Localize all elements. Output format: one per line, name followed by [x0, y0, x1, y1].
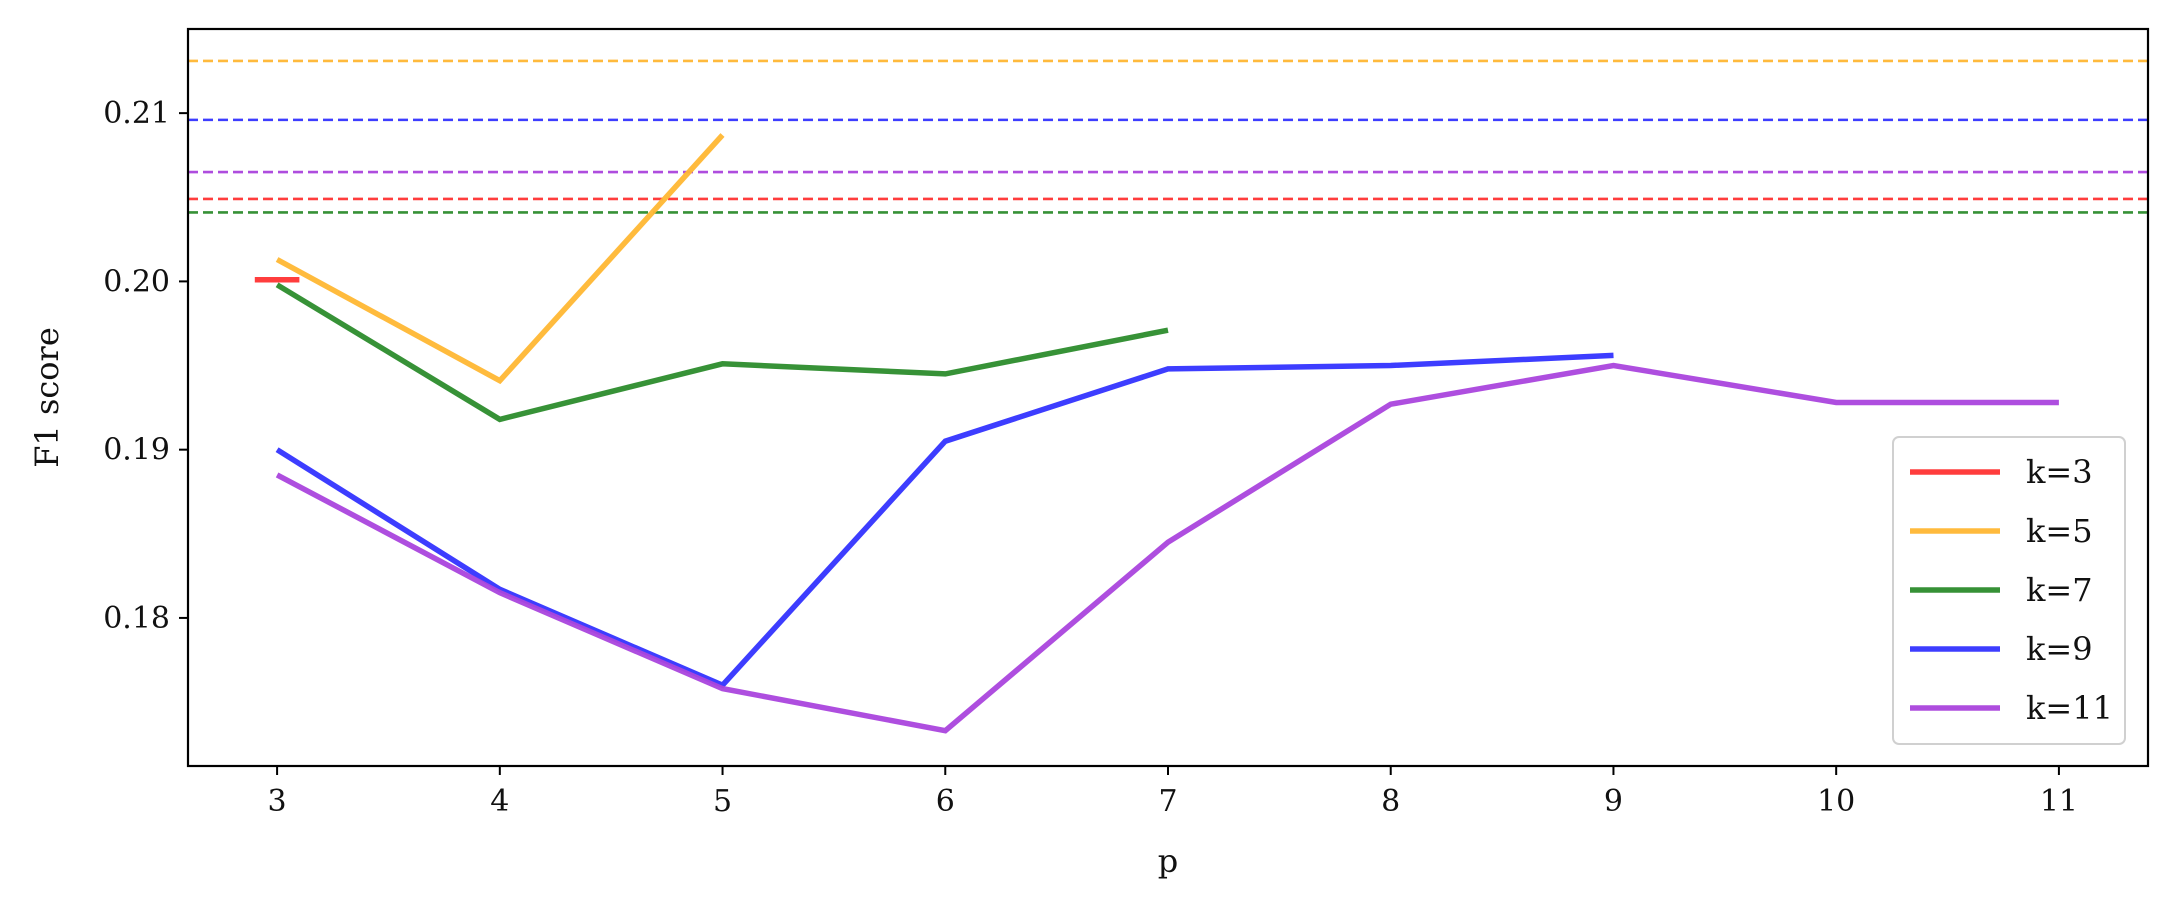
series-line-2	[275, 282, 1169, 423]
x-tick-label: 5	[713, 784, 732, 819]
legend: k=3 k=5 k=7 k=9 k=11	[1892, 436, 2126, 745]
y-tick-label: 0.18	[103, 601, 170, 636]
x-tick-label: 10	[1817, 784, 1855, 819]
legend-label-4: k=11	[2026, 689, 2113, 727]
legend-label-3: k=9	[2026, 630, 2093, 668]
legend-label-1: k=5	[2026, 512, 2093, 550]
y-axis-label: F1 score	[28, 327, 66, 468]
x-tick-label: 8	[1381, 784, 1400, 819]
series-line-1	[275, 133, 725, 385]
plot-frame	[186, 27, 2150, 768]
x-tick-label: 4	[490, 784, 509, 819]
x-axis-label: p	[1158, 842, 1178, 880]
y-tick-label: 0.21	[103, 96, 170, 131]
series-line-4	[275, 362, 2059, 734]
y-tick-label: 0.19	[103, 433, 170, 468]
x-tick-label: 3	[268, 784, 287, 819]
legend-label-2: k=7	[2026, 571, 2093, 609]
x-axis: 3 4 5 6 7 8 9 10 11	[268, 766, 2078, 819]
series-lines	[254, 133, 2059, 734]
x-tick-label: 11	[2040, 784, 2078, 819]
x-tick-label: 7	[1158, 784, 1177, 819]
y-axis: 0.18 0.19 0.20 0.21	[103, 96, 188, 636]
y-tick-label: 0.20	[103, 264, 170, 299]
reference-lines	[188, 59, 2148, 214]
legend-label-0: k=3	[2026, 453, 2093, 491]
legend-box	[1892, 436, 2126, 745]
series-line-3	[275, 352, 1614, 689]
x-tick-label: 9	[1604, 784, 1623, 819]
x-tick-label: 6	[936, 784, 955, 819]
